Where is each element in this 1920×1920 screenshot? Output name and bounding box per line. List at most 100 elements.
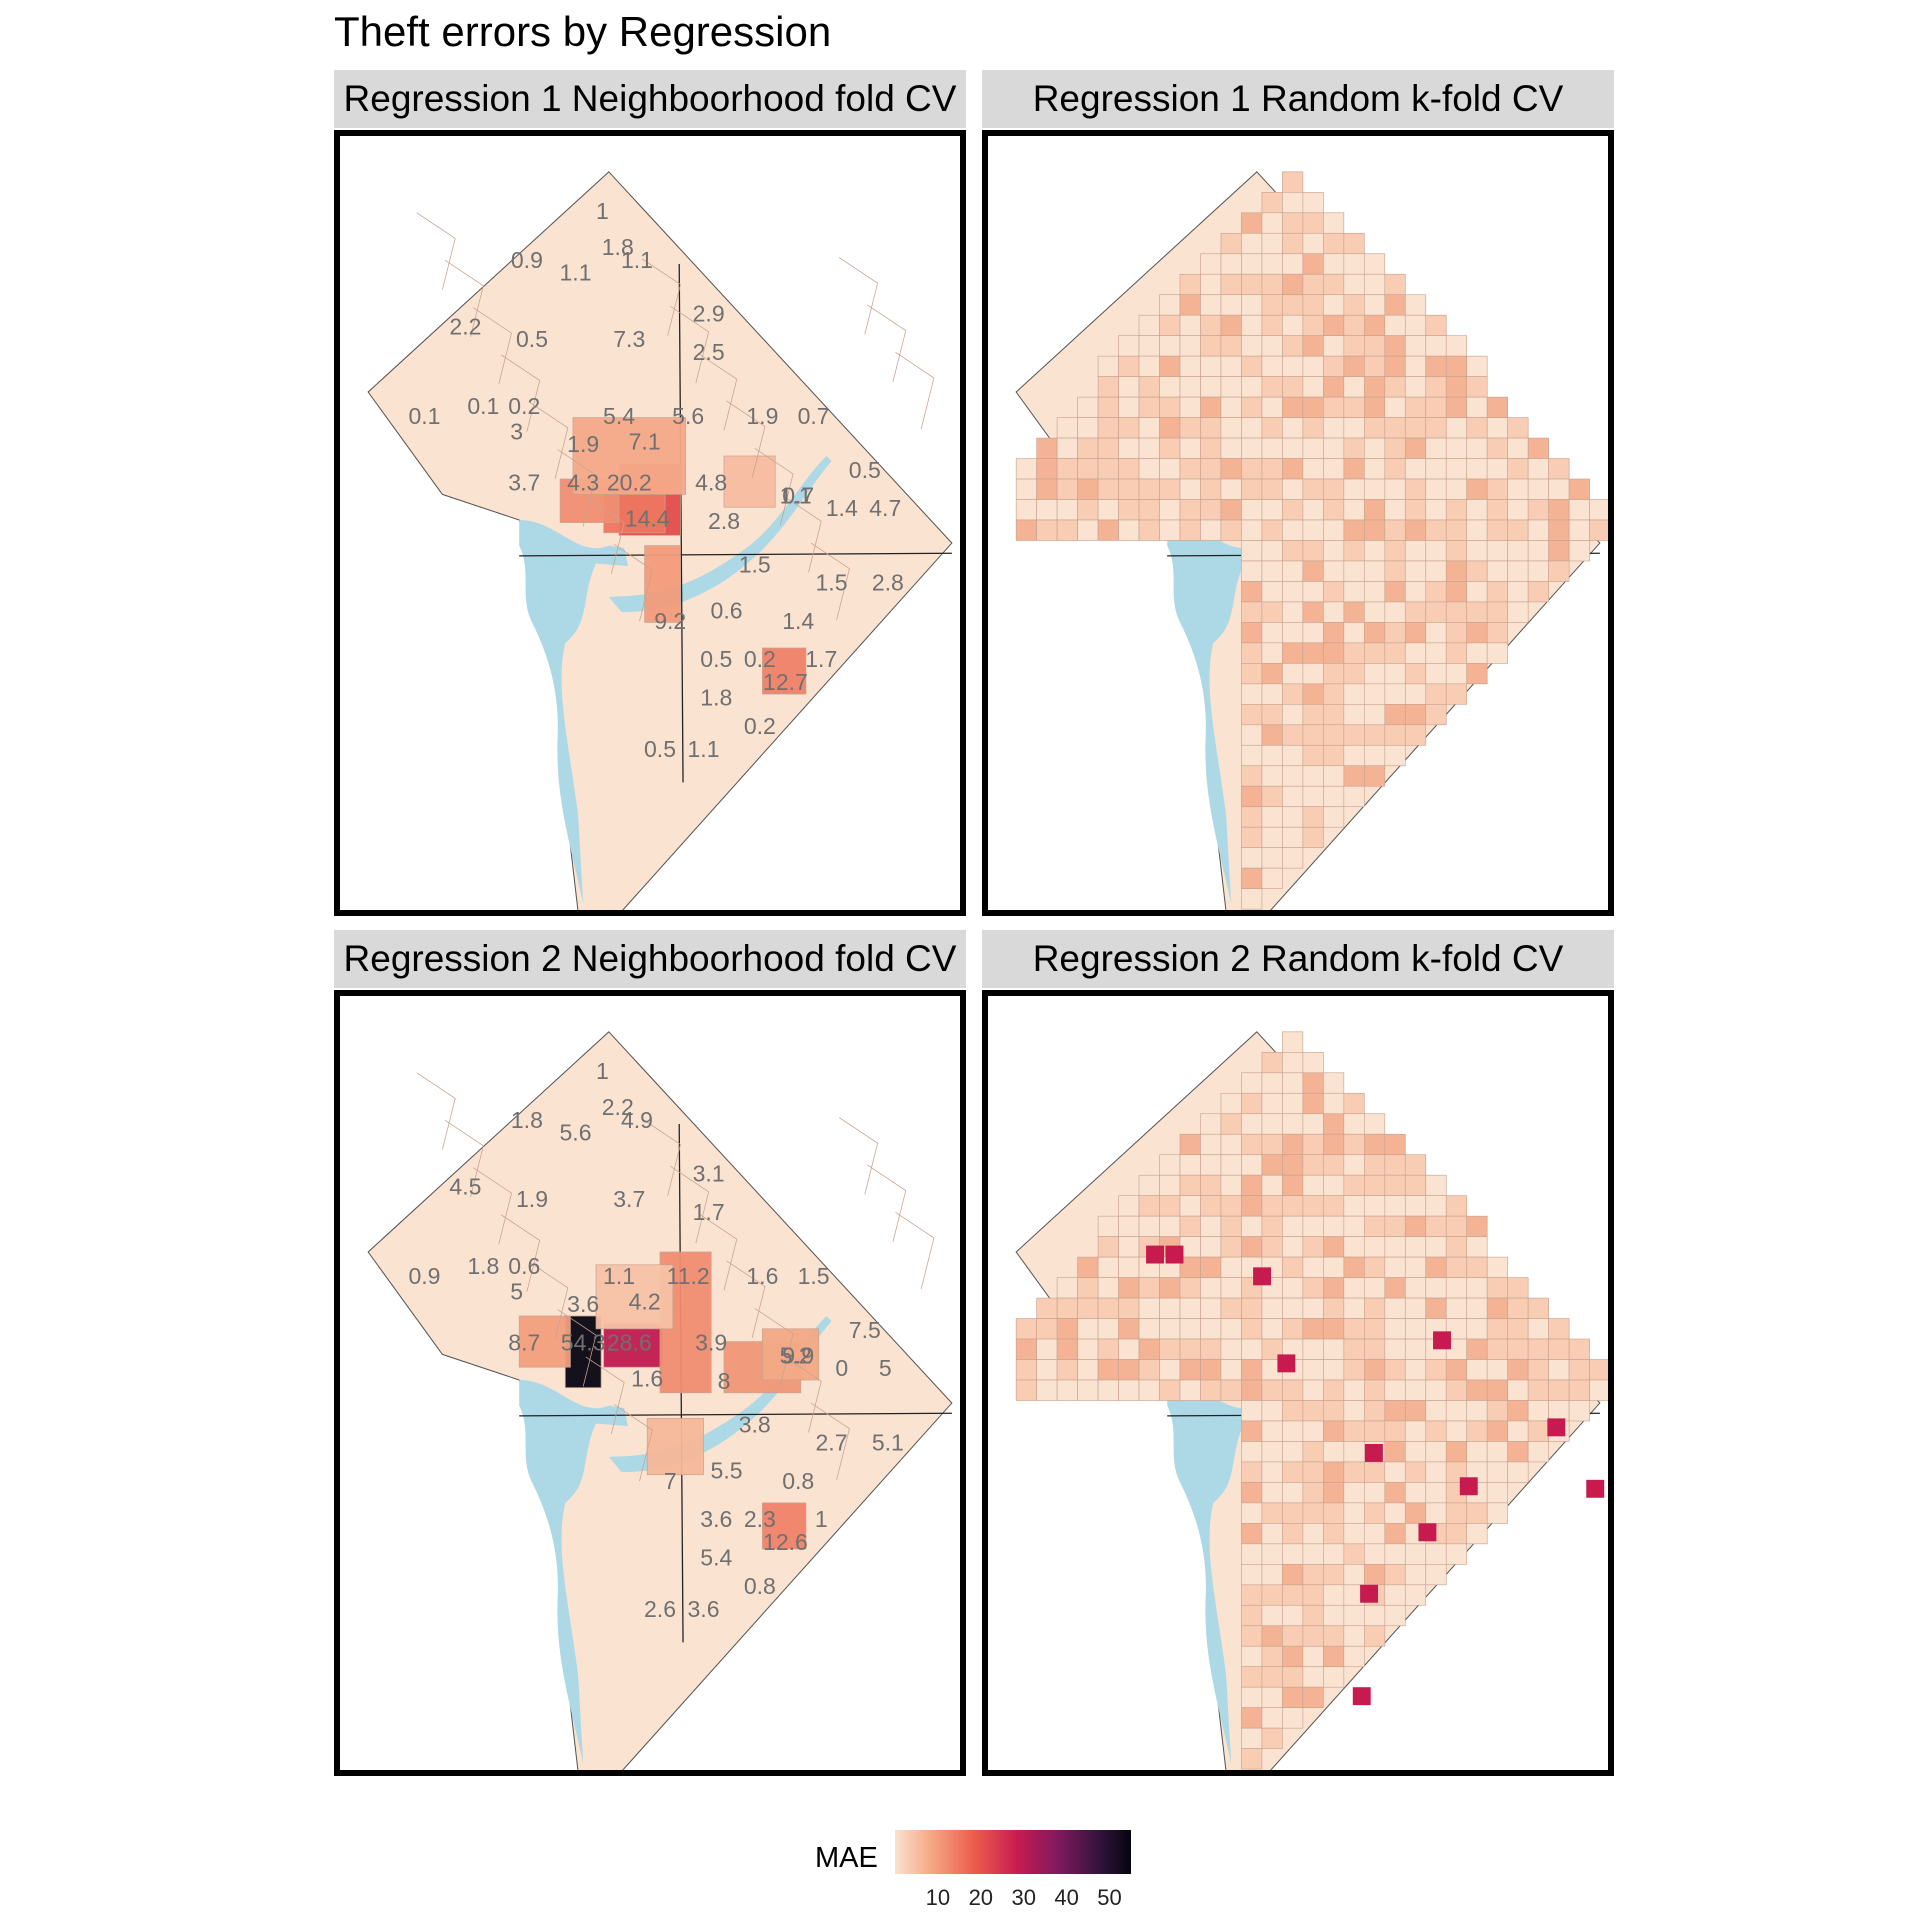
- grid-cell: [1425, 560, 1447, 582]
- grid-cell: [1241, 1297, 1263, 1319]
- grid-cell: [1323, 212, 1345, 234]
- grid-cell: [1323, 376, 1345, 398]
- mae-label: 2.8: [708, 508, 740, 534]
- grid-cell: [1261, 1236, 1283, 1258]
- mae-label: 1.7: [693, 1199, 725, 1225]
- grid-cell: [1159, 499, 1181, 521]
- grid-cell: [1323, 785, 1345, 808]
- grid-cell: [1302, 478, 1324, 500]
- grid-cell: [1241, 1072, 1263, 1094]
- grid-cell: [1323, 1420, 1345, 1442]
- grid-cell: [1323, 1543, 1345, 1565]
- grid-cell: [1036, 519, 1058, 541]
- mae-label: 5.2: [780, 1342, 812, 1368]
- grid-cell: [1138, 478, 1160, 500]
- grid-cell: [1404, 1338, 1427, 1360]
- grid-cell: [1241, 273, 1263, 296]
- grid-cell: [1036, 1359, 1058, 1381]
- grid-cell: [1241, 1482, 1263, 1504]
- grid-cell: [1323, 1072, 1345, 1094]
- grid-cell: [1138, 314, 1160, 336]
- grid-cell: [1323, 1133, 1345, 1156]
- grid-cell: [1159, 294, 1181, 316]
- grid-cell: [1466, 417, 1488, 439]
- grid-cell: [1486, 1400, 1508, 1422]
- grid-cell: [1466, 642, 1488, 664]
- grid-cell: [1220, 376, 1242, 398]
- neighborhood-fill: [572, 417, 686, 495]
- grid-cell: [1343, 703, 1365, 726]
- grid-cell: [1302, 806, 1324, 828]
- grid-cell: [1425, 499, 1447, 521]
- neighborhood-fill: [644, 545, 681, 623]
- grid-cell: [1548, 560, 1570, 582]
- mae-label: 11.2: [667, 1263, 710, 1289]
- grid-cell: [1323, 1379, 1345, 1401]
- grid-cell: [1036, 1338, 1058, 1360]
- grid-cell: [1282, 1707, 1304, 1729]
- grid-cell: [1261, 806, 1283, 828]
- grid-cell: [1241, 1666, 1263, 1688]
- grid-cell: [1445, 1256, 1468, 1278]
- legend-tick: [1023, 1874, 1025, 1882]
- grid-cell: [1097, 1297, 1119, 1319]
- grid-cell: [1363, 1338, 1386, 1360]
- grid-cell: [1343, 1277, 1365, 1299]
- grid-cell: [1323, 1502, 1345, 1524]
- mae-label: 1.6: [631, 1365, 663, 1391]
- grid-cell: [1363, 1461, 1386, 1483]
- grid-cell: [1159, 1338, 1181, 1360]
- grid-cell: [1241, 1420, 1263, 1442]
- grid-cell: [1261, 601, 1283, 623]
- grid-cell: [1343, 1461, 1365, 1483]
- grid-cell: [1261, 724, 1283, 746]
- grid-cell: [1466, 1338, 1488, 1360]
- grid-cell: [1261, 212, 1283, 234]
- grid-cell: [1241, 703, 1263, 726]
- grid-cell: [1404, 1359, 1427, 1381]
- grid-cell: [1261, 1297, 1283, 1319]
- legend-title: MAE: [815, 1842, 878, 1874]
- grid-cell: [1425, 376, 1447, 398]
- grid-cell: [1445, 1359, 1468, 1381]
- grid-cell: [1241, 1645, 1263, 1668]
- grid-cell: [1527, 560, 1549, 582]
- grid-cell: [1323, 232, 1345, 255]
- grid-cell: [1200, 1338, 1222, 1360]
- neighborhood-fill: [723, 455, 776, 508]
- grid-cell: [1159, 396, 1181, 418]
- grid-cell: [1241, 1686, 1263, 1708]
- grid-cell: [1527, 458, 1549, 480]
- grid-cell: [1261, 1215, 1283, 1237]
- grid-cell: [1261, 1154, 1283, 1176]
- grid-cell: [1425, 1379, 1447, 1401]
- grid-cell: [1363, 335, 1386, 357]
- grid-cell: [1425, 396, 1447, 418]
- grid-cell: [1015, 1318, 1037, 1340]
- neighborhood-fill: [762, 1328, 820, 1381]
- grid-cell: [1138, 458, 1160, 480]
- grid-cell: [1343, 273, 1365, 296]
- grid-cell: [1241, 1215, 1263, 1237]
- grid-cell: [1363, 744, 1386, 767]
- grid-cell: [1445, 396, 1468, 418]
- grid-cell: [1179, 1154, 1201, 1176]
- grid-cell: [1384, 601, 1406, 623]
- grid-cell: [1323, 1338, 1345, 1360]
- grid-cells: [1015, 171, 1608, 910]
- mae-label: 2.3: [744, 1506, 776, 1532]
- grid-cell: [1097, 519, 1119, 541]
- grid-cell: [1179, 519, 1201, 541]
- grid-cell: [1323, 765, 1345, 787]
- grid-cell: [1302, 1256, 1324, 1278]
- grid-cell: [1220, 1215, 1242, 1237]
- grid-cell-hotspot: [1433, 1331, 1451, 1350]
- grid-cell: [1118, 1277, 1140, 1299]
- grid-cell: [1445, 1420, 1468, 1442]
- grid-cell: [1404, 581, 1427, 603]
- grid-cell: [1261, 1400, 1283, 1422]
- grid-cell: [1425, 1236, 1447, 1258]
- grid-cell: [1323, 744, 1345, 767]
- grid-cell: [1404, 1543, 1427, 1565]
- grid-cell: [1220, 294, 1242, 316]
